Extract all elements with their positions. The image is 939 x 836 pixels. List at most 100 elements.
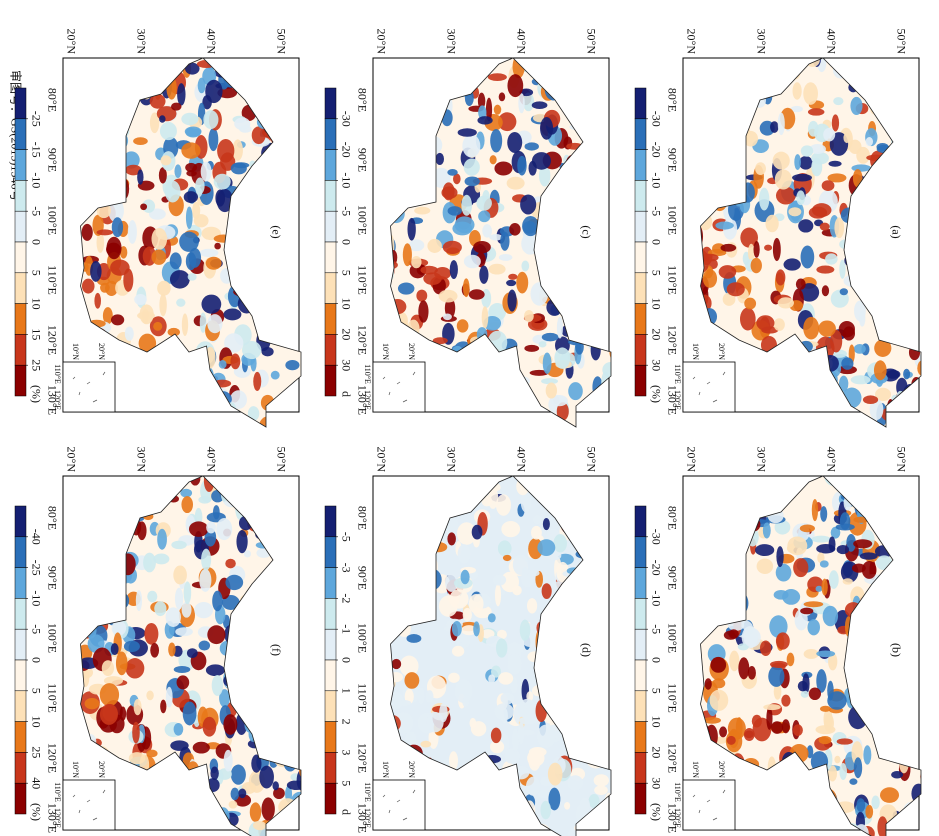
inset-lat-label: 10°N xyxy=(691,343,700,360)
map-panel: (d)20°N 30°N 40°N 50°N80°E90°E100°E110°E120… xyxy=(324,447,612,836)
lon-label: 130°E xyxy=(665,803,679,833)
colorbar-cell xyxy=(14,210,27,243)
inset-lat-label: 10°N xyxy=(381,343,390,360)
china-outline xyxy=(390,57,612,428)
colorbar-cell xyxy=(324,241,337,274)
colorbar-cell xyxy=(634,567,647,599)
colorbar-label: -2 xyxy=(339,593,353,603)
inset-frame xyxy=(682,361,736,413)
lon-label: 100°E xyxy=(355,205,369,235)
inset-lon-label: 120°E xyxy=(673,390,682,410)
lon-label: 80°E xyxy=(665,506,679,530)
lat-label: 20°N xyxy=(684,447,698,473)
colorbar-cell xyxy=(324,505,337,538)
colorbar-label: 10 xyxy=(649,298,663,310)
inset-lon-label: 110°E xyxy=(363,782,372,802)
colorbar-label: 0 xyxy=(339,657,353,663)
inset-lon-label: 120°E xyxy=(53,390,62,410)
inset-islands xyxy=(382,789,416,821)
colorbar-cell xyxy=(324,210,337,243)
colorbar-cell xyxy=(634,659,647,692)
inset-frame xyxy=(372,779,426,831)
colorbar-unit: d xyxy=(339,809,353,815)
lon-label: 80°E xyxy=(355,88,369,112)
inset-lon-label: 110°E xyxy=(673,364,682,384)
lon-label: 120°E xyxy=(45,743,59,773)
lon-label: 80°E xyxy=(355,506,369,530)
colorbar-cell xyxy=(14,536,27,568)
colorbar-cell xyxy=(634,505,647,538)
colorbar-label: -30 xyxy=(339,111,353,127)
colorbar-cell xyxy=(324,690,337,722)
colorbar-label: 25 xyxy=(29,359,43,371)
colorbar-label: 10 xyxy=(339,298,353,310)
colorbar-cell xyxy=(14,87,27,120)
colorbar-cell xyxy=(324,628,337,661)
lon-label: 80°E xyxy=(665,88,679,112)
colorbar-cell xyxy=(634,303,647,335)
lon-label: 130°E xyxy=(355,803,369,833)
colorbar-cell xyxy=(14,364,27,397)
inset-lat-label: 20°N xyxy=(717,761,726,778)
colorbar-label: -1 xyxy=(339,624,353,634)
map-panel: (b) 20°N 30°N 40°N 50°N 80°E 90°E 100°E 110°E 120… xyxy=(634,447,922,836)
inset-lon-label: 110°E xyxy=(53,782,62,802)
lon-label: 130°E xyxy=(45,385,59,415)
colorbar-label: -20 xyxy=(649,142,663,158)
colorbar-cell xyxy=(14,659,27,692)
colorbar-label: -5 xyxy=(339,532,353,542)
colorbar-cell xyxy=(14,118,27,150)
colorbar-cell xyxy=(634,364,647,397)
panel-label: (b) xyxy=(889,643,903,657)
lon-label: 120°E xyxy=(355,743,369,773)
inset-lat-label: 20°N xyxy=(407,343,416,360)
colorbar-label: -3 xyxy=(339,563,353,573)
colorbar-label: 0 xyxy=(29,657,43,663)
lat-label: 40°N xyxy=(204,29,218,55)
lat-label: 40°N xyxy=(204,447,218,473)
colorbar-cell xyxy=(634,149,647,181)
lat-label: 30°N xyxy=(134,29,148,55)
colorbar-cell xyxy=(14,598,27,630)
lat-label: 30°N xyxy=(754,29,768,55)
map-panel: (f) 20°N 30°N 40°N 50°N 80°E 90°E 100°E 110°E 120… xyxy=(14,447,302,836)
china-outline xyxy=(80,57,302,428)
lon-label: 110°E xyxy=(665,265,679,295)
colorbar-label: 5 xyxy=(29,688,43,694)
colorbar-label: 25 xyxy=(29,746,43,758)
inset-islands xyxy=(72,789,106,821)
lat-label: 30°N xyxy=(444,447,458,473)
colorbar-cell xyxy=(634,210,647,243)
panel-label: (e) xyxy=(269,225,283,238)
lon-label: 120°E xyxy=(665,743,679,773)
inset-islands xyxy=(692,371,726,403)
colorbar-cell xyxy=(14,628,27,661)
colorbar-cell xyxy=(14,752,27,784)
colorbar-cell xyxy=(14,690,27,722)
colorbar-label: 1 xyxy=(339,688,353,694)
lat-label: 50°N xyxy=(894,29,908,55)
inset-lon-label: 120°E xyxy=(673,808,682,828)
inset-lon-label: 120°E xyxy=(53,808,62,828)
inset-lon-label: 110°E xyxy=(673,782,682,802)
colorbar-cell xyxy=(634,628,647,661)
colorbar-cell xyxy=(14,241,27,274)
lat-label: 50°N xyxy=(894,447,908,473)
inset-lat-label: 10°N xyxy=(71,761,80,778)
colorbar-label: -20 xyxy=(649,560,663,576)
colorbar-unit: (%) xyxy=(29,385,43,403)
colorbar-label: -5 xyxy=(29,624,43,634)
colorbar-unit: (%) xyxy=(649,803,663,821)
colorbar-cell xyxy=(634,87,647,120)
lon-label: 120°E xyxy=(665,325,679,355)
lat-label: 20°N xyxy=(64,447,78,473)
lon-label: 130°E xyxy=(665,385,679,415)
lat-label: 50°N xyxy=(274,447,288,473)
lon-label: 100°E xyxy=(45,623,59,653)
colorbar-cell xyxy=(14,334,27,366)
lon-label: 100°E xyxy=(665,205,679,235)
colorbar-cell xyxy=(14,782,27,815)
inset-frame xyxy=(682,779,736,831)
